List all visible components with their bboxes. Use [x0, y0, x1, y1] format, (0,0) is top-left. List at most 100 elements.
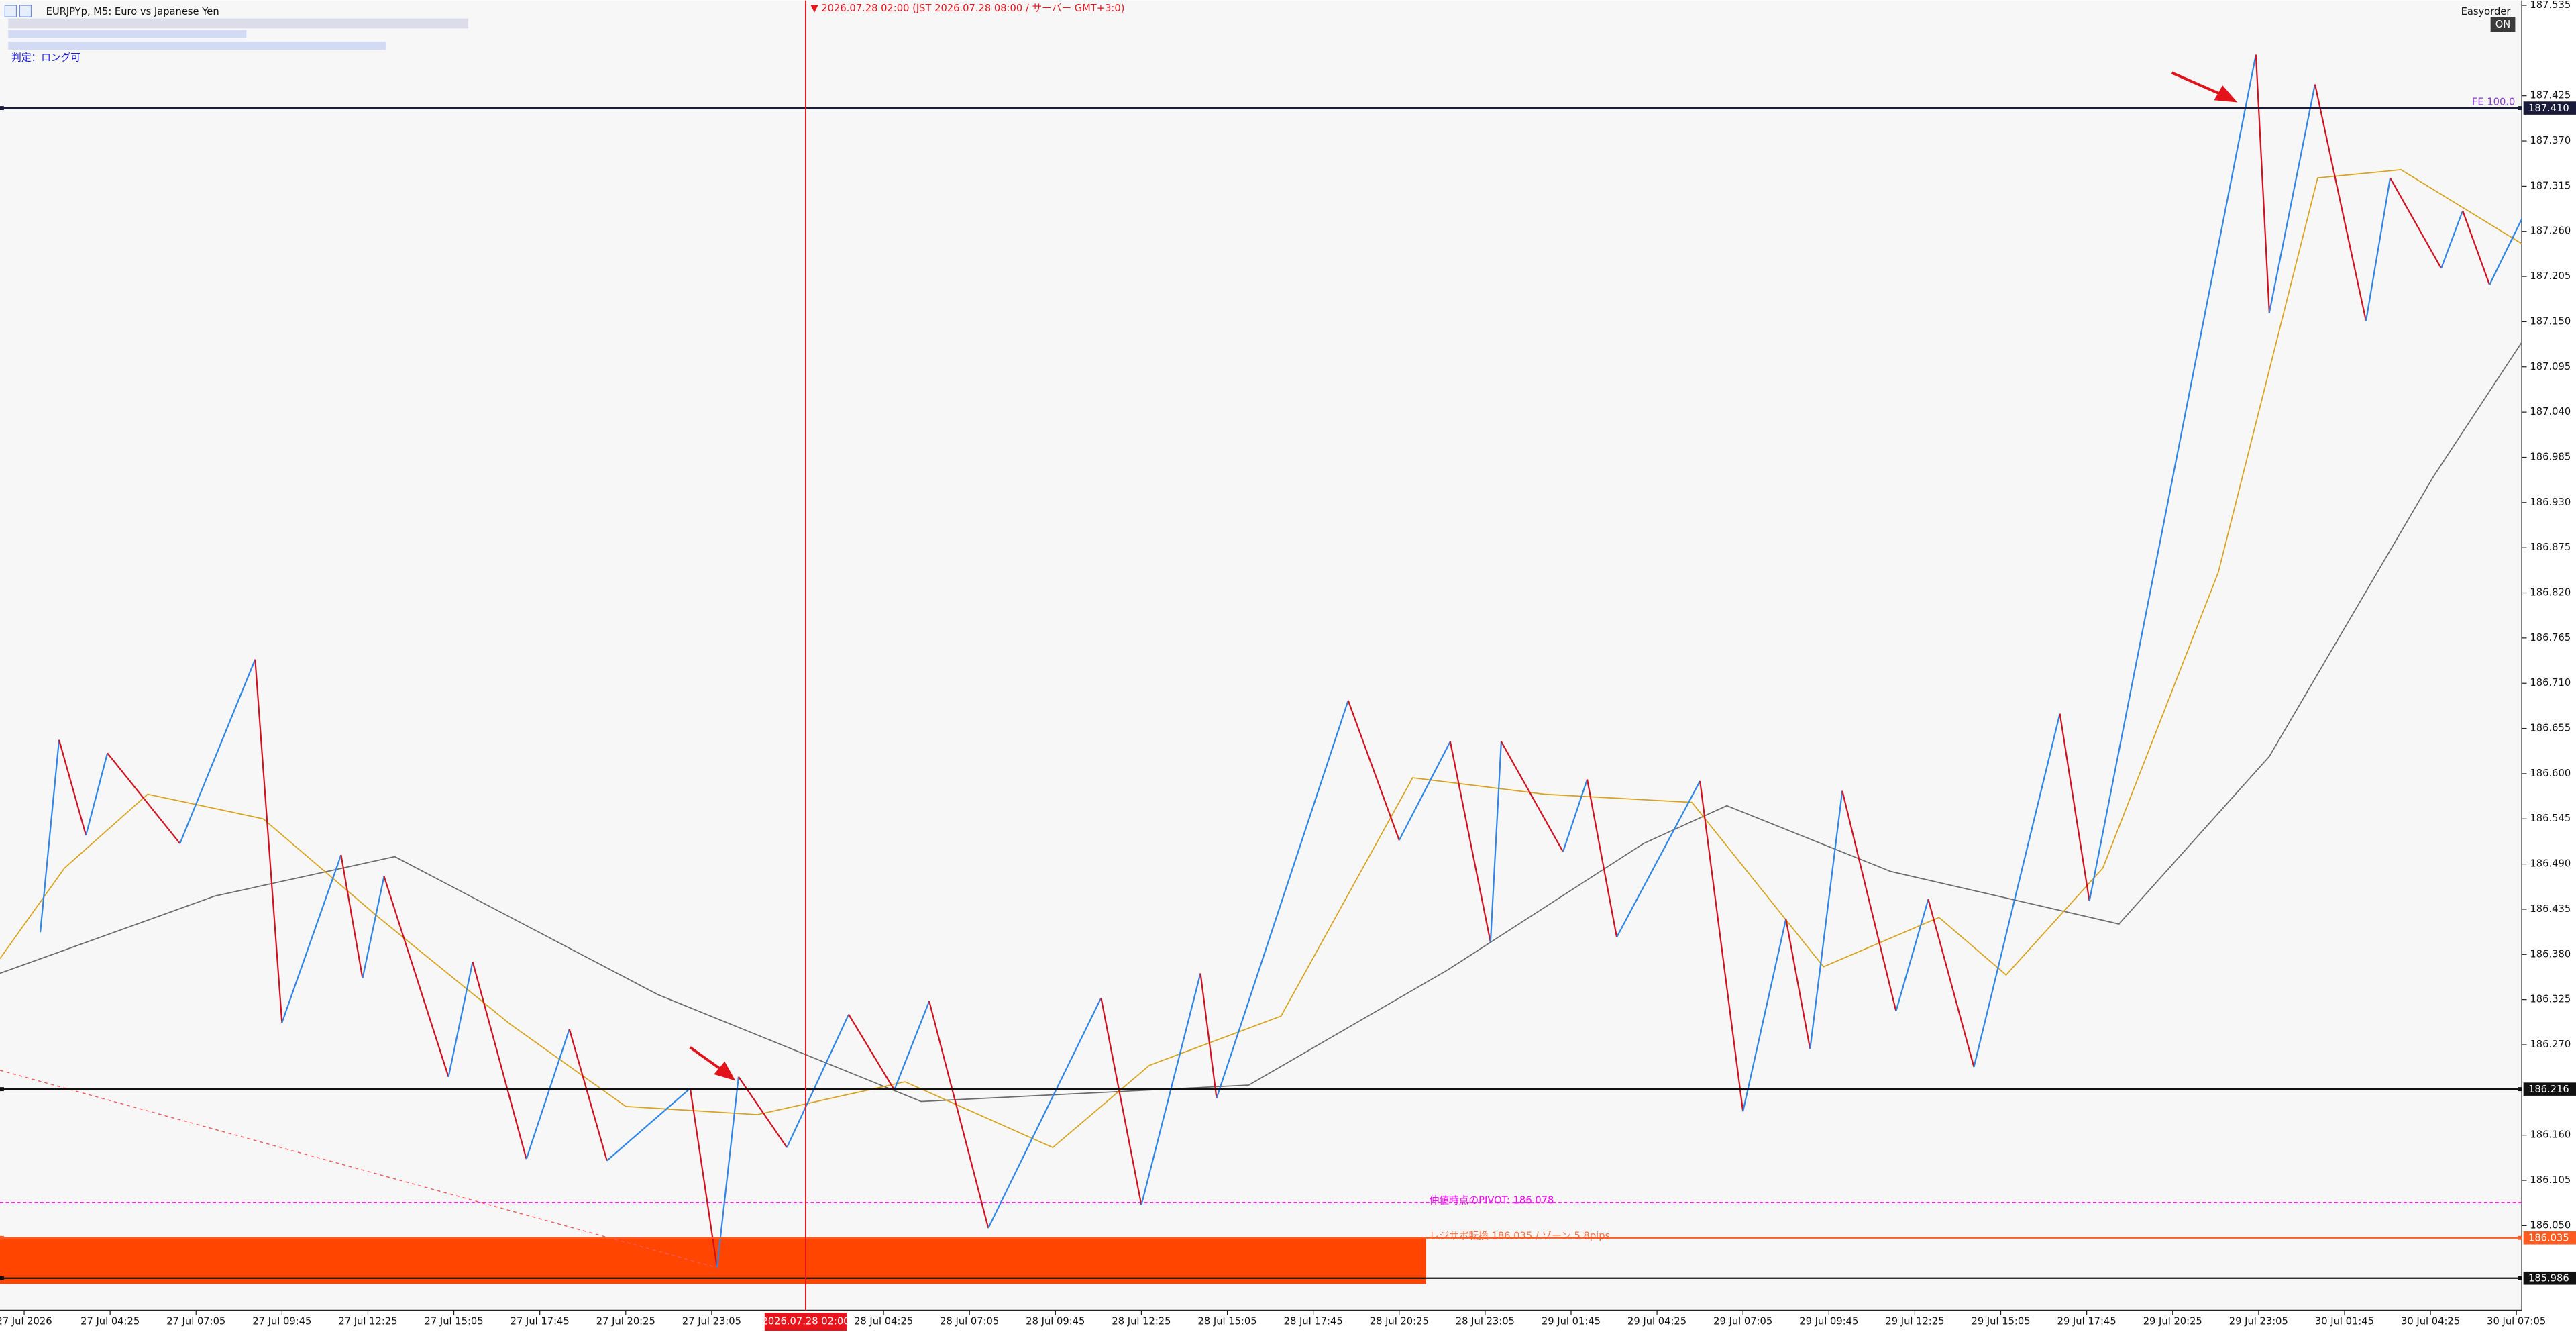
- y-tick-label: 186.985: [2530, 451, 2571, 462]
- easyorder-label[interactable]: Easyorder: [2461, 6, 2512, 17]
- zigzag-segment: [2489, 218, 2523, 285]
- x-tick-label: 28 Jul 07:05: [940, 1316, 999, 1327]
- x-tick-label: 28 Jul 23:05: [1456, 1316, 1515, 1327]
- price-label-box: [2523, 1271, 2576, 1285]
- zigzag-segment: [2365, 177, 2392, 321]
- zigzag-segment: [2314, 84, 2367, 321]
- zigzag-segment: [362, 876, 385, 979]
- x-tick-label: 29 Jul 12:25: [1885, 1316, 1944, 1327]
- zigzag-segment: [1895, 899, 1929, 1012]
- zigzag-segment: [1347, 700, 1400, 841]
- easyorder-button[interactable]: [2490, 17, 2516, 32]
- x-tick-label: 27 Jul 04:25: [80, 1316, 140, 1327]
- x-tick-label: 29 Jul 07:05: [1713, 1316, 1772, 1327]
- line-tag: FE 100.0: [2472, 97, 2515, 108]
- x-tick-label: 27 Jul 07:05: [166, 1316, 225, 1327]
- y-tick-label: 186.765: [2530, 632, 2571, 644]
- arrow-head: [2214, 85, 2238, 103]
- x-tick-label: 29 Jul 04:25: [1627, 1316, 1686, 1327]
- y-tick-label: 186.655: [2530, 723, 2571, 734]
- trendline: [0, 1070, 718, 1268]
- x-tick-label: 28 Jul 09:45: [1026, 1316, 1085, 1327]
- y-tick-label: 186.435: [2530, 903, 2571, 915]
- y-tick-label: 187.315: [2530, 180, 2571, 191]
- arrow-head: [714, 1061, 736, 1081]
- zigzag-segment: [928, 1001, 989, 1229]
- x-tick-label: 27 Jul 2026: [0, 1316, 52, 1327]
- y-tick-label: 186.875: [2530, 542, 2571, 553]
- zigzag-segment: [525, 1029, 570, 1160]
- price-label: 187.410: [2528, 103, 2569, 114]
- arrow-shaft: [2171, 71, 2225, 97]
- zigzag-segment: [1616, 780, 1701, 938]
- x-tick-label: 29 Jul 23:05: [2229, 1316, 2288, 1327]
- zigzag-segment: [1809, 790, 1843, 1049]
- signal-text: 判定：ロング可: [11, 52, 80, 63]
- chart-title: EURJPYp, M5: Euro vs Japanese Yen: [46, 6, 219, 17]
- zigzag-segment: [2462, 210, 2491, 285]
- x-tick-label: 27 Jul 12:25: [338, 1316, 397, 1327]
- y-tick-label: 186.050: [2530, 1219, 2571, 1231]
- y-tick-label: 186.710: [2530, 677, 2571, 688]
- zigzag-segment: [1562, 779, 1589, 852]
- pivot-label: 仲値時点のPIVOT: 186.078: [1430, 1195, 1554, 1207]
- zigzag-segment: [1785, 919, 1811, 1049]
- easyorder-state[interactable]: ON: [2496, 19, 2511, 30]
- y-tick-label: 186.325: [2530, 994, 2571, 1005]
- x-tick-label: 27 Jul 15:05: [425, 1316, 484, 1327]
- x-tick-label: 29 Jul 17:45: [2057, 1316, 2116, 1327]
- y-tick-label: 186.380: [2530, 948, 2571, 960]
- zigzag-segment: [2059, 713, 2090, 901]
- cursor-axis-box: [764, 1313, 847, 1331]
- zone-label: レジサポ転換 186.035 / ゾーン 5.8pips: [1430, 1230, 1611, 1241]
- zigzag-segment: [107, 752, 181, 844]
- zigzag-segment: [1199, 973, 1218, 1098]
- zigzag-segment: [340, 854, 364, 978]
- zigzag-segment: [1841, 790, 1897, 1012]
- y-tick-label: 186.930: [2530, 497, 2571, 508]
- x-tick-label: 28 Jul 12:25: [1112, 1316, 1171, 1327]
- y-tick-label: 187.205: [2530, 270, 2571, 282]
- zigzag-segment: [716, 1076, 740, 1268]
- zigzag-segment: [2390, 177, 2443, 269]
- x-tick-label: 28 Jul 15:05: [1198, 1316, 1257, 1327]
- x-tick-label: 27 Jul 17:45: [511, 1316, 570, 1327]
- zigzag-segment: [786, 1014, 850, 1148]
- price-label: 185.986: [2528, 1272, 2569, 1284]
- icon: [4, 5, 17, 17]
- zigzag-segment: [179, 659, 256, 844]
- zigzag-segment: [39, 739, 60, 933]
- zigzag-segment: [281, 854, 342, 1023]
- y-tick-label: 187.095: [2530, 361, 2571, 372]
- cursor-axis-label: 2026.07.28 02:00: [761, 1316, 849, 1327]
- x-tick-label: 27 Jul 20:25: [596, 1316, 655, 1327]
- line-end: [2518, 106, 2522, 111]
- x-tick-label: 28 Jul 17:45: [1284, 1316, 1343, 1327]
- zigzag-segment: [1489, 741, 1502, 942]
- zigzag-segment: [987, 997, 1102, 1229]
- arrow: [689, 71, 2238, 1081]
- zigzag-segment: [848, 1014, 896, 1090]
- y-tick-label: 186.270: [2530, 1039, 2571, 1050]
- zigzag-segment: [254, 659, 283, 1023]
- zigzag-segment: [894, 1001, 930, 1090]
- zigzag-segment: [2268, 84, 2316, 313]
- moving-average: [0, 342, 2522, 1103]
- y-tick-label: 186.820: [2530, 587, 2571, 599]
- y-tick-label: 187.370: [2530, 135, 2571, 146]
- y-tick-label: 186.545: [2530, 813, 2571, 824]
- zigzag-segment: [1216, 700, 1349, 1098]
- plot-area: [0, 0, 2522, 1311]
- line-end: [0, 1235, 4, 1240]
- x-tick-label: 29 Jul 20:25: [2143, 1316, 2202, 1327]
- zigzag-segment: [58, 739, 87, 836]
- y-tick-label: 186.105: [2530, 1174, 2571, 1186]
- x-tick-label: 28 Jul 04:25: [854, 1316, 913, 1327]
- blurred-text: [8, 30, 247, 38]
- y-tick-label: 186.160: [2530, 1129, 2571, 1141]
- price-label: 186.216: [2528, 1084, 2569, 1095]
- zigzag-segment: [1398, 741, 1451, 841]
- zigzag-segment: [1973, 713, 2061, 1068]
- blurred-text: [8, 18, 468, 29]
- zigzag-segment: [568, 1029, 608, 1161]
